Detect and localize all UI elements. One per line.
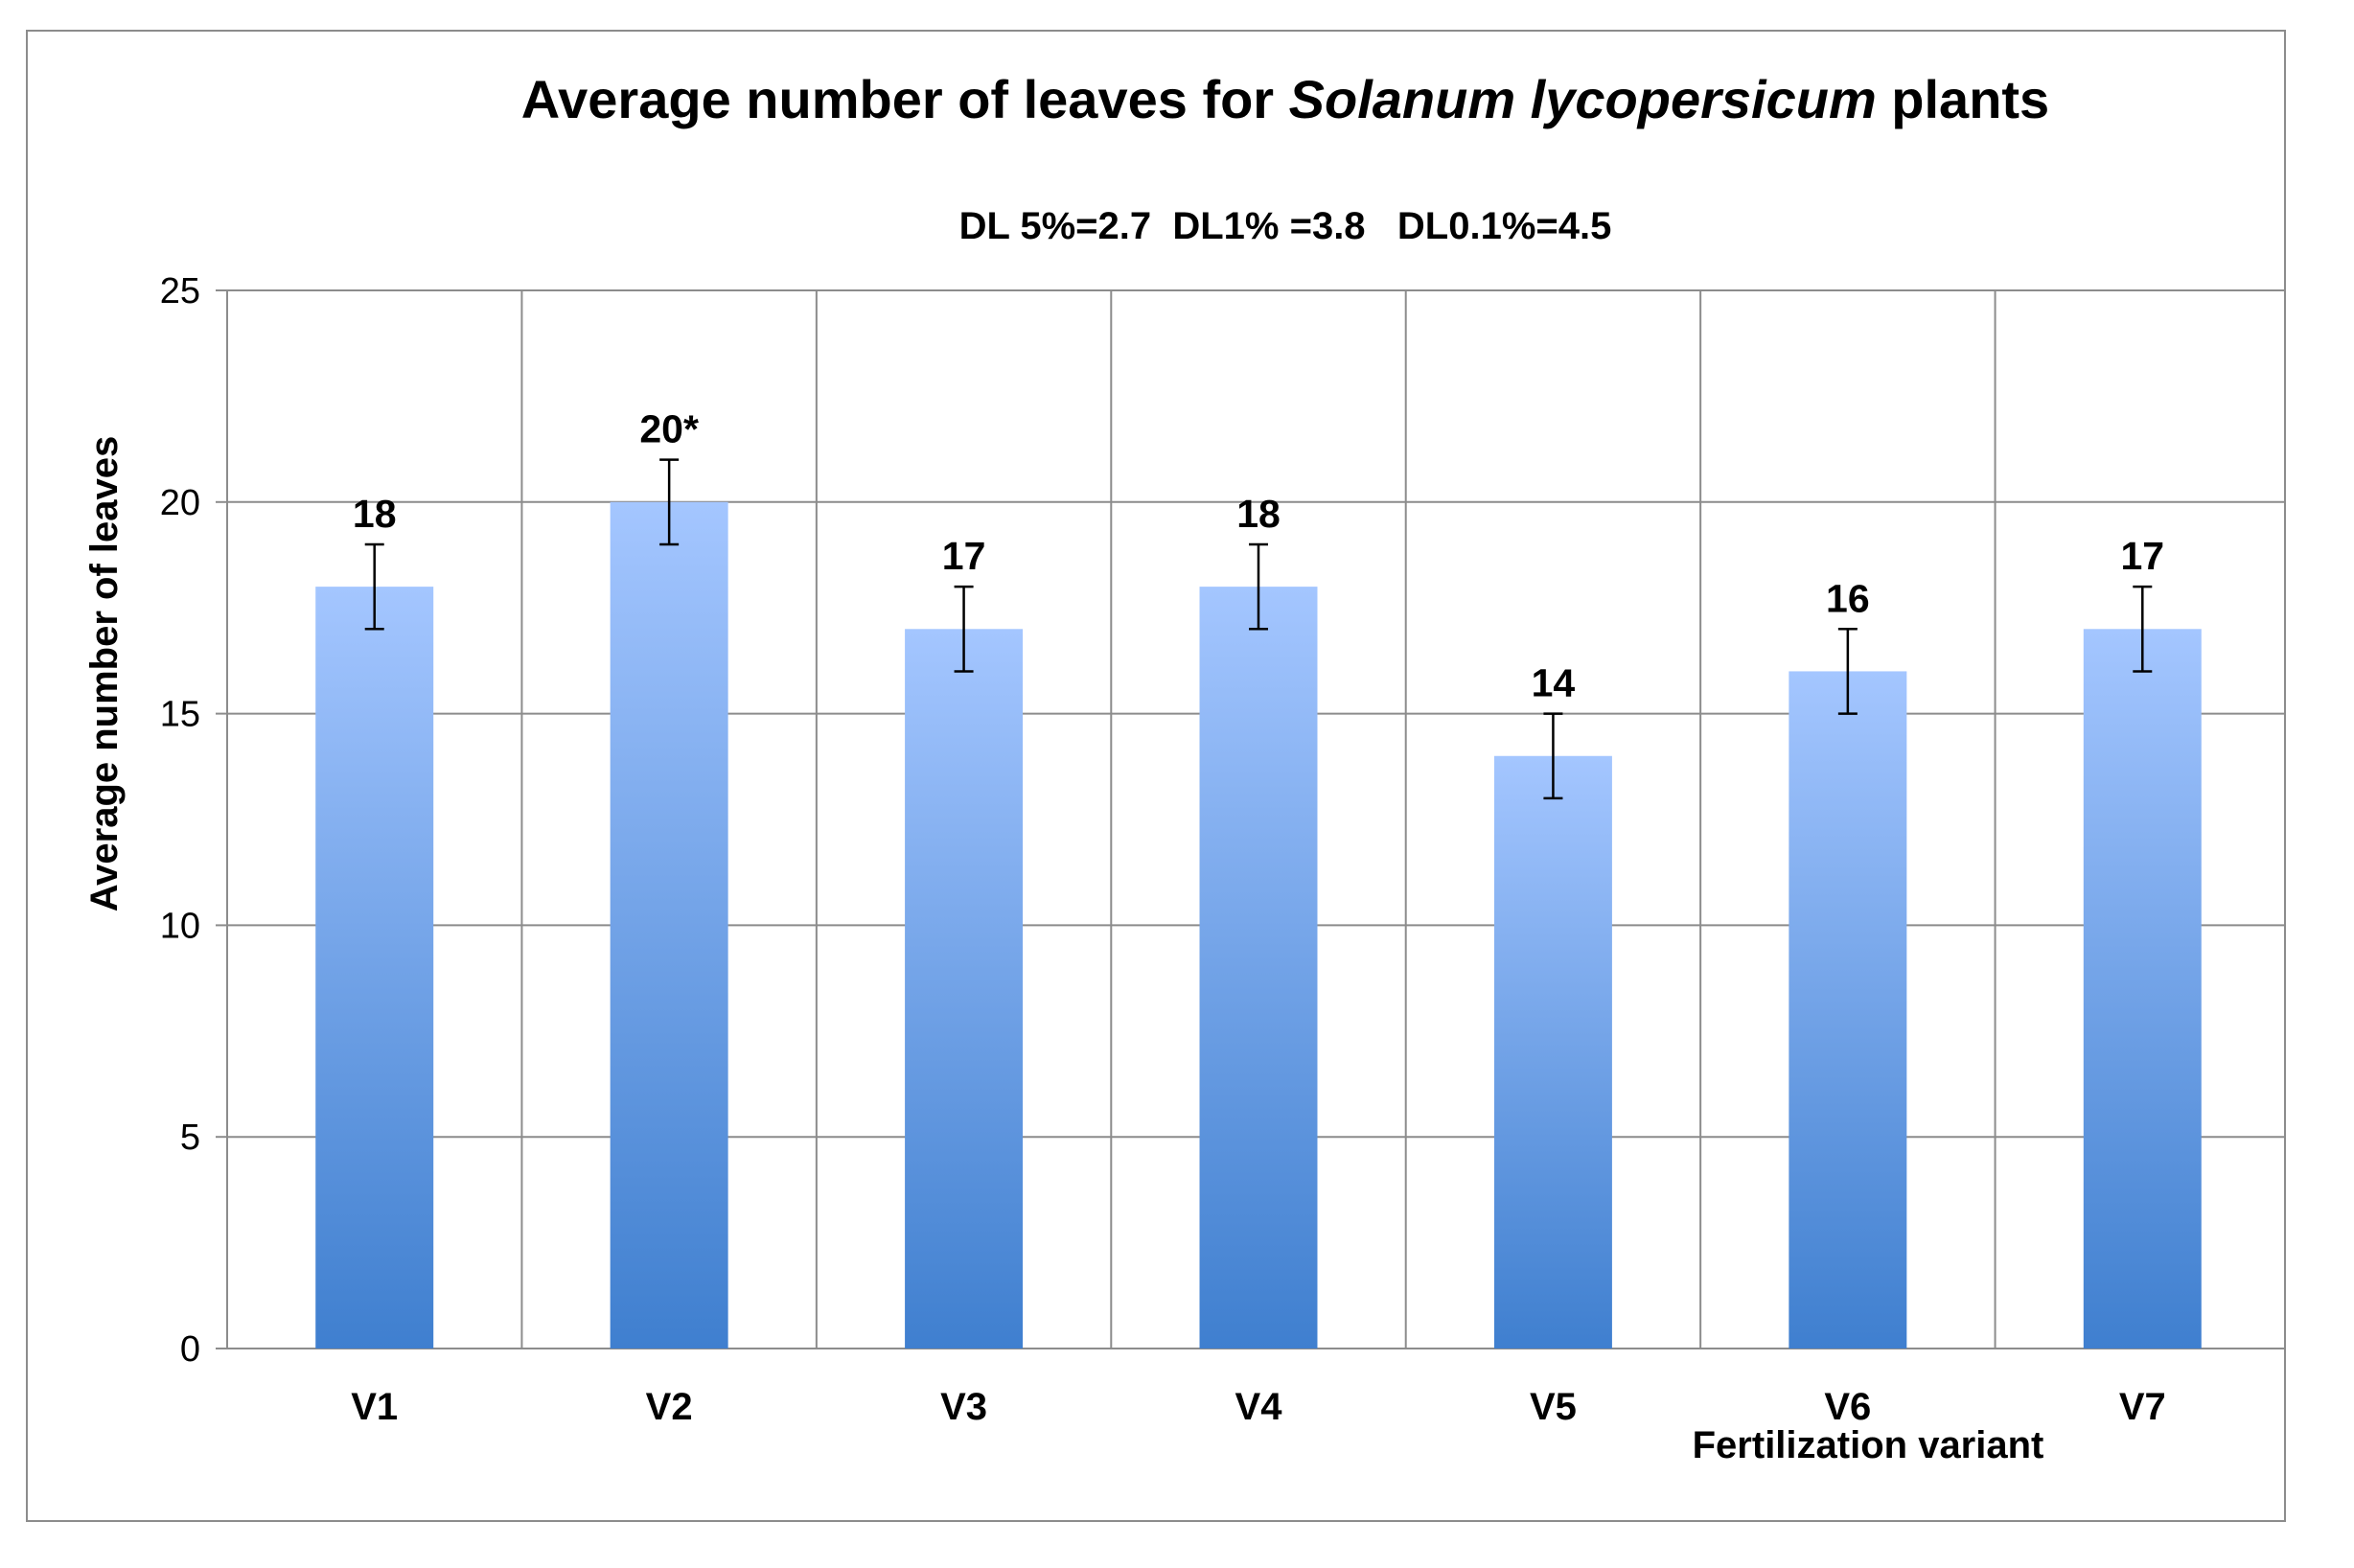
chart-frame: Average number of leaves for Solanum lyc…	[26, 30, 2286, 1522]
bar-V4	[1199, 587, 1318, 1349]
bar-V6	[1789, 671, 1907, 1349]
error-bar-V7	[2133, 585, 2153, 673]
bar-V7	[2083, 629, 2202, 1349]
chart-title-suffix: plants	[1877, 69, 2049, 129]
error-bars	[364, 458, 2153, 800]
x-axis-ticks: V1 V2 V3 V4 V5 V6 V7	[351, 1386, 2166, 1428]
bar-chart: Average number of leaves for Solanum lyc…	[83, 69, 2284, 1466]
x-tick-label-V2: V2	[646, 1386, 693, 1428]
y-tick-label-10: 10	[160, 906, 200, 946]
data-label-V2: 20*	[639, 407, 699, 451]
y-tick-label-5: 5	[180, 1118, 200, 1158]
chart-title-prefix: Average number of leaves for	[521, 69, 1289, 129]
y-tick-label-15: 15	[160, 695, 200, 735]
y-axis-ticks: 0 5 10 15 20 25	[160, 271, 200, 1370]
data-label-V6: 16	[1826, 576, 1870, 620]
y-tick-label-20: 20	[160, 483, 200, 523]
data-label-V5: 14	[1532, 661, 1576, 705]
y-tick-label-25: 25	[160, 271, 200, 311]
x-tick-label-V6: V6	[1824, 1386, 1871, 1428]
bars	[315, 501, 2202, 1349]
data-labels: 18 20* 17 18 14 16 17	[353, 407, 2164, 705]
data-label-V7: 17	[2120, 534, 2164, 578]
bar-V2	[610, 501, 728, 1349]
x-tick-label-V7: V7	[2119, 1386, 2166, 1428]
bar-V3	[905, 629, 1024, 1349]
gridlines	[216, 289, 2284, 1349]
error-bar-V6	[1837, 628, 1858, 715]
y-axis-title: Average number of leaves	[83, 436, 126, 912]
x-tick-label-V1: V1	[351, 1386, 398, 1428]
data-label-V3: 17	[942, 534, 986, 578]
x-tick-label-V5: V5	[1530, 1386, 1577, 1428]
y-tick-label-0: 0	[180, 1329, 200, 1370]
chart-subtitle: DL 5%=2.7 DL1% =3.8 DL0.1%=4.5	[959, 205, 1612, 247]
bar-V5	[1493, 755, 1612, 1349]
chart-title: Average number of leaves for Solanum lyc…	[521, 69, 2049, 129]
bar-V1	[315, 587, 434, 1349]
error-bar-V3	[954, 585, 974, 673]
error-bar-V5	[1543, 712, 1563, 800]
x-tick-label-V3: V3	[940, 1386, 987, 1428]
error-bar-V4	[1249, 542, 1268, 631]
error-bar-V2	[659, 458, 680, 546]
data-label-V1: 18	[353, 492, 397, 536]
data-label-V4: 18	[1236, 492, 1281, 536]
x-tick-label-V4: V4	[1235, 1386, 1283, 1428]
chart-title-italic: Solanum lycopersicum	[1289, 69, 1877, 129]
x-axis-title: Fertilization variant	[1693, 1424, 2044, 1466]
error-bar-V1	[364, 542, 384, 631]
